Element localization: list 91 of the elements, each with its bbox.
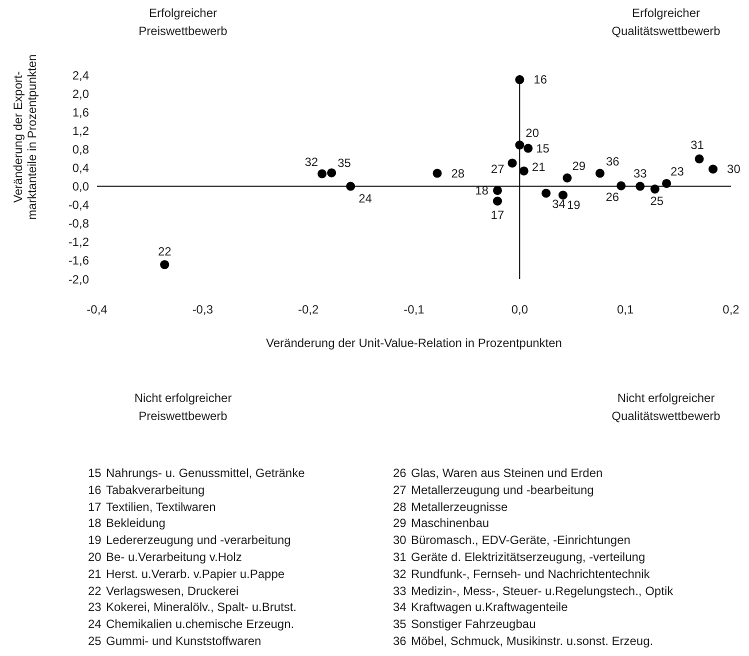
text: 15 Nahrungs- u. Genussmittel, Getränke — [88, 465, 305, 482]
series-label: 23 — [670, 164, 684, 178]
series-label: 21 — [532, 160, 546, 174]
series-label: 19 — [566, 198, 581, 212]
series-label: 16 — [534, 72, 548, 87]
x-tick-label: -0,3 — [192, 302, 214, 317]
text: 23 Kokerei, Mineralölv., Spalt- u.Brutst. — [88, 599, 297, 616]
point — [650, 184, 660, 194]
point — [616, 181, 626, 190]
y-tick-label: -0,8 — [68, 216, 90, 231]
text: 36 Möbel, Schmuck, Musikinstr. u.sonst. Erzeug. — [393, 632, 654, 650]
series-label: 32 — [304, 154, 318, 169]
y-tick-label: 1,2 — [72, 124, 90, 138]
y-tick-label: 0,4 — [72, 160, 90, 175]
text: Nicht erfolgreicher Preiswettbewerb — [133, 390, 233, 425]
point — [160, 260, 170, 270]
point — [327, 168, 336, 178]
text: 17 Textilien, Textilwaren — [88, 498, 216, 516]
point — [558, 190, 568, 200]
series-label: 33 — [633, 166, 648, 180]
text: 24 Chemikalien u.chemische Erzeugn. — [88, 616, 294, 633]
y-tick-label: -1,2 — [68, 235, 90, 250]
text: 21 Herst. u.Verarb. v.Papier u.Pappe — [88, 566, 285, 583]
point — [519, 166, 528, 176]
text: 26 Glas, Waren aus Steinen und Erden — [393, 465, 603, 482]
series-label: 30 — [727, 162, 741, 176]
text: Erfolgreicher Preiswettbewerb — [138, 5, 228, 40]
text: 30 Büromasch., EDV-Geräte, -Einrichtungen — [393, 532, 630, 549]
point — [636, 182, 645, 191]
text: Erfolgreicher Qualitätswettbewerb — [610, 5, 722, 40]
series-label: 29 — [572, 158, 586, 173]
point — [432, 168, 442, 178]
point — [694, 154, 704, 164]
point — [318, 169, 327, 178]
series-label: 35 — [338, 156, 352, 170]
series-label: 27 — [490, 162, 505, 176]
point — [662, 178, 672, 188]
text: 33 Medizin-, Mess-, Steuer- u.Regelungstech., Optik — [393, 582, 674, 600]
y-tick-label: 0,0 — [72, 180, 90, 194]
point — [562, 173, 572, 182]
text: 28 Metallerzeugnisse — [393, 498, 508, 516]
x-tick-label: -0,4 — [86, 302, 108, 317]
point — [515, 75, 524, 84]
x-tick-label: 0,2 — [722, 302, 740, 317]
series-label: 17 — [490, 208, 504, 222]
text: 16 Tabakverarbeitung — [88, 482, 205, 499]
text: 25 Gummi- und Kunststoffwaren — [88, 632, 262, 650]
point — [708, 164, 718, 174]
text: 27 Metallerzeugung und -bearbeitung — [393, 482, 594, 499]
text: 31 Geräte d. Elektrizitätserzeugung, -verteilung — [393, 548, 646, 566]
text: 32 Rundfunk-, Fernseh- und Nachrichtentechnik — [393, 566, 650, 583]
series-label: 26 — [606, 190, 620, 204]
y-tick-label: -1,6 — [68, 254, 90, 268]
y-tick-label: -0,4 — [68, 198, 90, 212]
text: 29 Maschinenbau — [393, 515, 490, 532]
point — [492, 186, 502, 195]
series-label: 25 — [650, 194, 664, 208]
y-tick-label: 2,4 — [72, 68, 90, 82]
series-label: 15 — [536, 141, 550, 156]
series-label: 24 — [358, 191, 372, 206]
x-tick-label: 0,1 — [616, 302, 634, 317]
y-tick-label: -2,0 — [68, 272, 90, 286]
text: Nicht erfolgreicher Qualitätswettbewerb — [610, 390, 722, 425]
x-tick-label: -0,2 — [298, 302, 319, 317]
text: 34 Kraftwagen u.Kraftwagenteile — [393, 599, 568, 616]
series-label: 22 — [158, 244, 172, 259]
point — [524, 144, 533, 153]
point — [542, 188, 551, 198]
text: 18 Bekleidung — [88, 515, 166, 532]
point — [346, 182, 356, 191]
y-tick-label: 0,8 — [72, 142, 90, 156]
series-label: 34 — [552, 197, 566, 212]
text: 35 Sonstiger Fahrzeugbau — [393, 616, 536, 633]
series-label: 20 — [526, 126, 540, 140]
x-tick-label: -0,1 — [404, 302, 425, 317]
point — [595, 168, 604, 178]
text: 19 Ledererzeugung und -verarbeitung — [88, 532, 291, 549]
x-axis-title: Veränderung der Unit-Value-Relation in Prozentpunkten — [266, 336, 562, 350]
y-tick-label: 2,0 — [72, 86, 90, 101]
series-label: 36 — [606, 154, 620, 168]
y-tick-label: 1,6 — [72, 105, 90, 120]
x-tick-label: 0,0 — [511, 302, 528, 317]
series-label: 31 — [690, 138, 704, 152]
y-axis-title: Veränderung der Export- marktanteile in Prozentpunkten — [11, 54, 39, 220]
point — [515, 140, 524, 150]
series-label: 28 — [451, 166, 465, 180]
point — [508, 158, 517, 168]
text: 22 Verlagswesen, Druckerei — [88, 582, 239, 600]
text: 20 Be- u.Verarbeitung v.Holz — [88, 548, 242, 566]
series-label: 18 — [475, 183, 489, 198]
point — [492, 196, 502, 206]
